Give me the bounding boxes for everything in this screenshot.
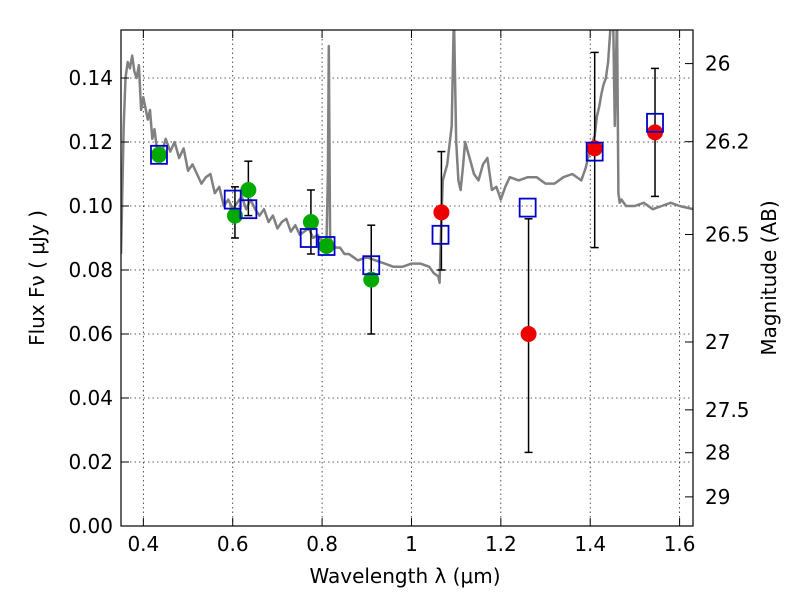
x-tick-label: 0.8 [306, 532, 338, 556]
model-sed-line [121, 30, 693, 285]
y-axis-label: Flux Fν ( μJy ) [25, 210, 49, 346]
model-photometry-point [431, 224, 450, 245]
observed-point [150, 146, 167, 163]
y-tick-label: 0.12 [68, 130, 113, 154]
y-tick-label: 0.02 [68, 450, 113, 474]
x-tick-label: 0.4 [127, 532, 159, 556]
y2-tick-label: 28 [705, 441, 730, 465]
model-photometry-point [585, 141, 604, 162]
marker-layer [150, 51, 664, 454]
y2-tick-label: 26.2 [705, 130, 750, 154]
observed-point [520, 326, 537, 342]
y2-tick-label: 27 [705, 330, 730, 354]
y-tick-label: 0.00 [68, 514, 113, 538]
axes: 0.4 0.6 0.8 1 1.2 1.4 1.6 0.00 0.02 0.04 0.06 0.08 0… [68, 30, 750, 556]
observed-point [240, 182, 257, 198]
y2-tick-label: 29 [705, 485, 730, 509]
x-tick-label: 1.2 [485, 532, 517, 556]
x-tick-label: 1.6 [664, 532, 696, 556]
x-tick-label: 1 [405, 532, 418, 556]
y2-tick-label: 26 [705, 52, 730, 76]
model-photometry-point [518, 197, 537, 218]
model-photometry-point [317, 236, 336, 256]
grid-lines [121, 30, 693, 526]
model-photometry-point [646, 112, 664, 133]
x-axis-label: Wavelength λ (μm) [309, 564, 500, 588]
y2-axis-label: Magnitude (AB) [757, 200, 781, 355]
observed-point [433, 204, 450, 221]
y-tick-label: 0.06 [68, 322, 113, 346]
model-photometry-point [299, 228, 318, 248]
model-photometry-point [150, 144, 168, 165]
y2-tick-label: 26.5 [705, 222, 750, 246]
observed-point [318, 238, 335, 254]
x-tick-label: 1.4 [574, 532, 606, 556]
y-tick-label: 0.08 [68, 258, 113, 282]
model-photometry-point [239, 199, 258, 220]
x-tick-label: 0.6 [217, 532, 249, 556]
plot-frame [120, 29, 694, 527]
plot-area [121, 30, 693, 285]
y-tick-label: 0.10 [68, 194, 113, 218]
observed-point [363, 271, 380, 288]
y2-tick-label: 27.5 [705, 398, 750, 422]
observed-point [302, 214, 319, 230]
y-tick-label: 0.04 [68, 386, 113, 410]
y-tick-label: 0.14 [68, 66, 113, 90]
model-photometry-point [362, 255, 381, 276]
